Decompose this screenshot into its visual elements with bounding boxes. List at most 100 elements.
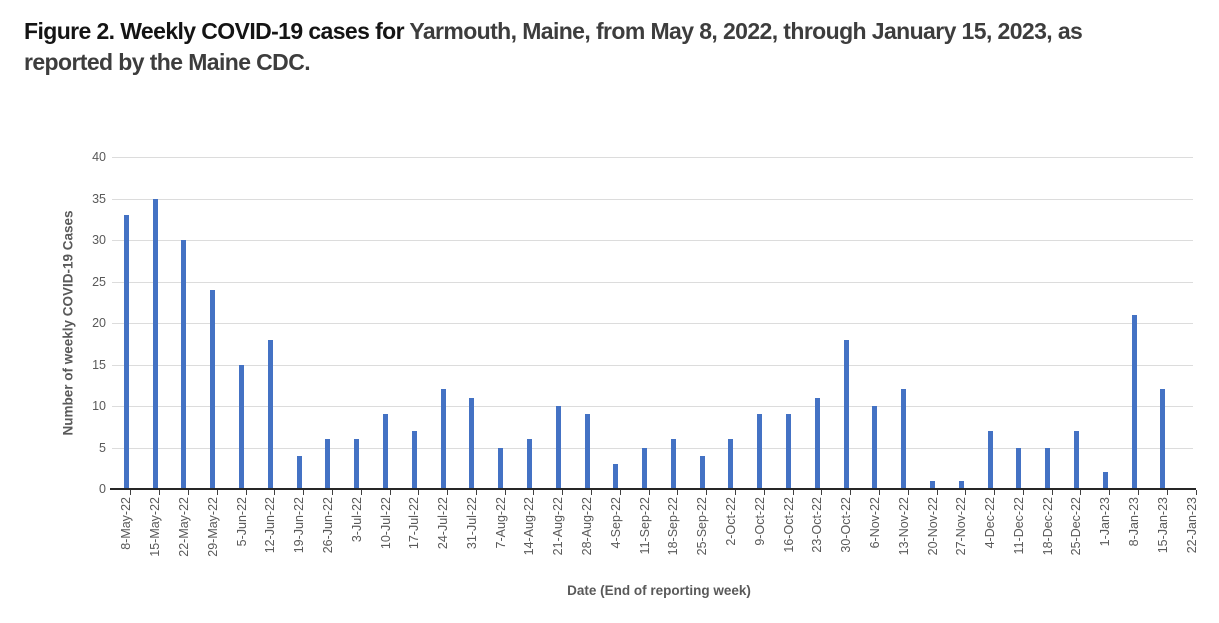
y-tick-label: 30 (92, 233, 106, 247)
x-axis-tick (706, 490, 708, 495)
bar (152, 198, 158, 489)
bar (642, 447, 648, 489)
x-tick-label: 16-Oct-22 (781, 497, 796, 553)
x-axis-tick (360, 490, 362, 495)
x-tick-label: 15-Jan-23 (1155, 497, 1170, 554)
x-axis-tick (1051, 490, 1053, 495)
x-axis-tick (504, 490, 506, 495)
x-tick-label: 12-Jun-22 (263, 497, 278, 554)
x-axis-tick (619, 490, 621, 495)
bar (1016, 447, 1022, 489)
x-axis-tick (821, 490, 823, 495)
bar (728, 439, 734, 489)
x-tick-label: 18-Sep-22 (666, 497, 681, 556)
x-axis-tick (1195, 490, 1197, 495)
x-tick-label: 22-Jan-23 (1184, 497, 1199, 554)
y-tick-label: 5 (99, 440, 106, 455)
x-tick-label: 2-Oct-22 (723, 497, 738, 546)
x-tick-label: 13-Nov-22 (896, 497, 911, 556)
x-axis-tick (187, 490, 189, 495)
x-axis-tick (562, 490, 564, 495)
x-axis-tick (591, 490, 593, 495)
bar (354, 439, 360, 489)
x-tick-label: 20-Nov-22 (925, 497, 940, 556)
x-axis-title: Date (End of reporting week) (567, 583, 751, 598)
gridline (112, 281, 1193, 283)
x-tick-label: 22-May-22 (176, 497, 191, 557)
gridline (112, 406, 1193, 407)
x-axis-tick (734, 490, 736, 495)
figure-caption-rest: Yarmouth, Maine, from May 8, 2022, throu… (24, 18, 1083, 75)
bar (440, 389, 446, 489)
x-tick-label: 11-Sep-22 (637, 497, 652, 555)
y-tick-label: 0 (99, 482, 106, 496)
x-axis-tick (274, 490, 276, 495)
bar (1131, 314, 1137, 489)
x-axis-tick (677, 490, 679, 495)
y-tick-label: 40 (92, 150, 106, 164)
y-tick-label: 25 (92, 274, 106, 289)
bar (814, 397, 820, 489)
x-axis-tick (418, 490, 420, 495)
bar (786, 414, 792, 489)
x-tick-label: 9-Oct-22 (752, 497, 767, 546)
x-axis-tick (245, 490, 247, 495)
figure-caption-lead: Figure 2. Weekly COVID-19 cases for (24, 18, 410, 44)
x-axis-tick (1022, 490, 1024, 495)
x-tick-label: 27-Nov-22 (954, 497, 969, 556)
x-axis-tick (533, 490, 535, 495)
x-axis-tick (965, 490, 967, 495)
x-axis-tick (907, 490, 909, 495)
x-tick-label: 3-Jul-22 (349, 497, 364, 543)
x-axis-tick (763, 490, 765, 495)
bar (1045, 447, 1051, 489)
bar (123, 215, 129, 489)
x-axis-tick (1080, 490, 1082, 495)
bar (901, 389, 907, 489)
gridline (112, 447, 1193, 449)
bar (1102, 472, 1108, 489)
x-tick-label: 7-Aug-22 (493, 497, 508, 549)
y-tick-label: 15 (92, 357, 106, 372)
x-tick-label: 10-Jul-22 (378, 497, 393, 550)
x-axis-tick (216, 490, 218, 495)
bar (267, 339, 273, 489)
x-axis-tick (792, 490, 794, 495)
bar (555, 406, 561, 489)
x-tick-label: 8-May-22 (119, 497, 134, 550)
bar (469, 397, 475, 489)
bar (757, 414, 763, 489)
x-tick-label: 25-Dec-22 (1069, 497, 1084, 556)
bar (930, 480, 935, 489)
x-axis-tick (1166, 490, 1168, 495)
bar (411, 430, 417, 489)
x-tick-label: 17-Jul-22 (407, 497, 422, 550)
y-tick-label: 35 (92, 191, 106, 206)
gridline (112, 157, 1193, 158)
bar (296, 455, 302, 489)
x-tick-label: 23-Oct-22 (810, 497, 825, 553)
x-tick-label: 24-Jul-22 (436, 497, 451, 550)
x-axis-tick (936, 490, 938, 495)
x-axis-tick (1109, 490, 1111, 495)
bar (958, 480, 964, 489)
bar (325, 439, 331, 489)
bar (383, 414, 388, 489)
x-tick-label: 30-Oct-22 (839, 497, 854, 553)
x-axis-tick (850, 490, 852, 495)
bar (670, 439, 676, 489)
x-axis-tick (130, 490, 132, 495)
x-axis-tick (475, 490, 477, 495)
bar (699, 455, 705, 489)
y-tick-label: 10 (92, 399, 106, 413)
x-tick-label: 11-Dec-22 (1011, 497, 1026, 555)
x-tick-label: 4-Sep-22 (608, 497, 623, 549)
x-tick-label: 19-Jun-22 (292, 497, 307, 554)
bar (613, 464, 619, 489)
bar (872, 406, 878, 489)
x-axis-tick (1138, 490, 1140, 495)
x-tick-label: 1-Jan-23 (1098, 497, 1113, 547)
bar (181, 240, 187, 489)
x-axis-tick (389, 490, 391, 495)
